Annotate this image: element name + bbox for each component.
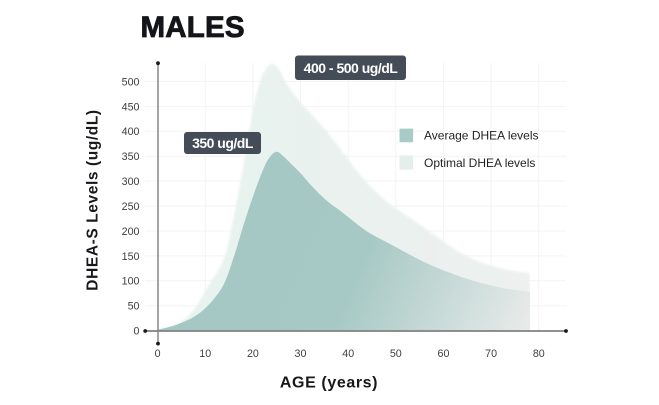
svg-text:70: 70: [485, 348, 497, 360]
svg-text:10: 10: [199, 348, 211, 360]
svg-text:Optimal DHEA levels: Optimal DHEA levels: [424, 156, 535, 170]
svg-text:50: 50: [390, 348, 402, 360]
svg-text:50: 50: [128, 301, 140, 313]
svg-text:450: 450: [122, 101, 140, 113]
svg-text:300: 300: [122, 176, 140, 188]
svg-text:DHEA-S Levels (ug/dL): DHEA-S Levels (ug/dL): [85, 109, 102, 290]
svg-text:350: 350: [122, 151, 140, 163]
svg-text:350 ug/dL: 350 ug/dL: [192, 135, 254, 151]
svg-text:500: 500: [122, 76, 140, 88]
svg-text:30: 30: [295, 348, 307, 360]
svg-text:250: 250: [122, 201, 140, 213]
svg-text:400: 400: [122, 126, 140, 138]
svg-text:0: 0: [134, 326, 140, 338]
svg-text:80: 80: [533, 348, 545, 360]
svg-text:20: 20: [247, 348, 259, 360]
svg-text:100: 100: [122, 276, 140, 288]
svg-text:0: 0: [155, 348, 161, 360]
svg-text:40: 40: [342, 348, 354, 360]
svg-text:MALES: MALES: [141, 11, 245, 44]
svg-text:Average DHEA levels: Average DHEA levels: [424, 129, 539, 143]
svg-text:400 - 500 ug/dL: 400 - 500 ug/dL: [304, 60, 399, 76]
svg-text:60: 60: [438, 348, 450, 360]
svg-text:AGE (years): AGE (years): [280, 375, 378, 392]
svg-text:150: 150: [122, 251, 140, 263]
svg-text:200: 200: [122, 226, 140, 238]
